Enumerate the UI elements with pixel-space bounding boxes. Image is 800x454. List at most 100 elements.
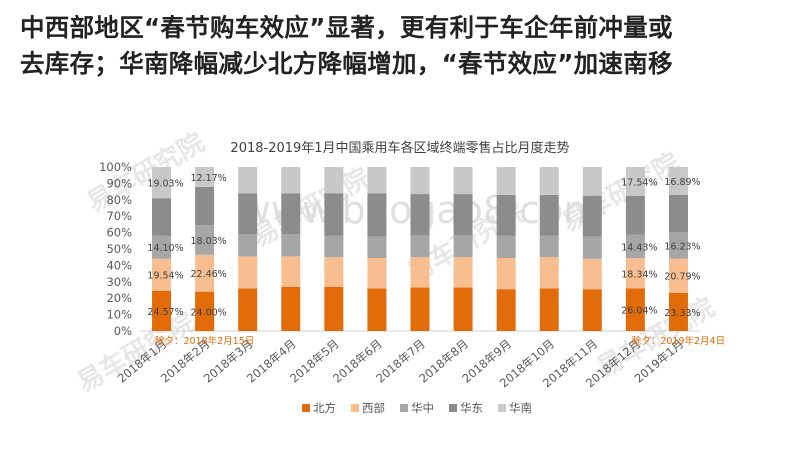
bar-segment	[668, 167, 688, 195]
bar-segment	[238, 193, 258, 235]
bar-segment	[195, 254, 215, 292]
bar-segment	[496, 194, 516, 236]
bar-segment	[238, 288, 258, 331]
data-label: 24.00%	[190, 307, 226, 318]
y-tick-label: 40%	[106, 258, 132, 272]
bar-segment	[668, 232, 688, 259]
bar-segment	[195, 167, 215, 187]
y-tick-label: 80%	[106, 193, 132, 207]
bar-segment	[281, 256, 301, 287]
bar-segment	[195, 225, 215, 255]
data-label: 12.17%	[190, 173, 226, 184]
bar-segment	[367, 258, 387, 289]
bar-segment	[625, 195, 645, 235]
data-labels: 24.57% 19.54% 14.10% 19.03% 24.00% 22.46% 18.0…	[147, 173, 700, 319]
data-label: 20.79%	[664, 272, 700, 283]
bar-segment	[453, 194, 473, 236]
bar-segment	[367, 167, 387, 194]
bar-segment	[453, 257, 473, 288]
bar-segment	[152, 290, 172, 331]
bar-segment	[410, 287, 430, 331]
headline: 中西部地区“春节购车效应”显著，更有利于车企年前冲量或 去库存；华南降幅减少北方…	[20, 10, 790, 82]
y-tick-label: 30%	[106, 275, 132, 289]
y-tick-label: 10%	[106, 308, 132, 322]
bar-segment	[625, 288, 645, 331]
bar-segment	[453, 287, 473, 331]
headline-line-1: 中西部地区“春节购车效应”显著，更有利于车企年前冲量或	[20, 13, 673, 42]
data-label: 24.57%	[147, 307, 183, 318]
bar-segment	[625, 234, 645, 259]
bar-segment	[539, 235, 559, 258]
data-label: 14.10%	[147, 243, 183, 254]
bar-segment	[539, 288, 559, 331]
bar-segment	[582, 236, 602, 259]
bar-segment	[238, 256, 258, 289]
data-label: 16.23%	[664, 241, 700, 252]
bar-segment	[496, 258, 516, 290]
bar-segment	[281, 167, 301, 194]
bar-segment	[324, 286, 344, 331]
bar-segment	[238, 234, 258, 257]
legend-label: 华南	[509, 401, 532, 415]
bar-segment	[410, 257, 430, 288]
bar-segment	[582, 195, 602, 237]
data-label: 26.04%	[621, 306, 657, 317]
bar-segment	[281, 234, 301, 257]
y-tick-label: 50%	[106, 242, 132, 256]
data-label: 23.33%	[664, 308, 700, 319]
legend-swatch	[449, 404, 457, 412]
bar-segment	[367, 236, 387, 259]
y-tick-label: 70%	[106, 209, 132, 223]
bar-segment	[582, 258, 602, 290]
bar-segment	[152, 167, 172, 199]
bar-segment	[453, 235, 473, 258]
bar-segment	[539, 194, 559, 236]
chart-title: 2018-2019年1月中国乘用车各区域终端零售占比月度走势	[230, 140, 569, 156]
bar-segment	[496, 289, 516, 331]
bar-segment	[668, 194, 688, 233]
data-label: 14.43%	[621, 242, 657, 253]
bar-segment	[496, 167, 516, 195]
legend-swatch	[498, 404, 506, 412]
legend-swatch	[302, 404, 310, 412]
bar-segment	[367, 288, 387, 331]
legend-swatch	[351, 404, 359, 412]
annotation-text: 除夕：2018年2月15日	[155, 335, 254, 347]
bar-segment	[195, 186, 215, 226]
y-tick-label: 100%	[99, 160, 132, 174]
bar-segment	[324, 193, 344, 236]
y-tick-label: 90%	[106, 176, 132, 190]
y-tick-label: 20%	[106, 291, 132, 305]
bar-segment	[668, 258, 688, 293]
bar-segment	[281, 286, 301, 331]
bar-segment	[539, 257, 559, 289]
watermark-text: 易车研究院	[72, 307, 200, 399]
bar-segment	[324, 235, 344, 258]
annotations: 除夕：2018年2月15日 除夕：2019年2月4日	[155, 335, 725, 347]
y-tick-label: 0%	[114, 324, 132, 338]
legend-swatch	[400, 404, 408, 412]
bar-segment	[410, 167, 430, 195]
data-label: 19.03%	[147, 179, 183, 190]
annotation-text: 除夕：2019年2月4日	[632, 335, 725, 347]
bar-segment	[324, 257, 344, 287]
bar-segment	[496, 235, 516, 259]
legend-label: 西部	[362, 401, 385, 415]
legend-label: 华东	[460, 401, 483, 415]
bar-segment	[582, 167, 602, 196]
data-label: 22.46%	[190, 269, 226, 280]
bar-segment	[152, 198, 172, 236]
y-tick-label: 60%	[106, 226, 132, 240]
bar-segment	[453, 167, 473, 195]
bar-segment	[582, 289, 602, 331]
bar-segment	[539, 167, 559, 195]
data-label: 16.89%	[664, 177, 700, 188]
legend: 北方 西部 华中 华东 华南	[302, 401, 532, 415]
bar-segment	[195, 291, 215, 331]
data-label: 19.54%	[147, 271, 183, 282]
bar-segment	[281, 193, 301, 235]
bars	[152, 167, 688, 331]
data-label: 18.34%	[621, 269, 657, 280]
